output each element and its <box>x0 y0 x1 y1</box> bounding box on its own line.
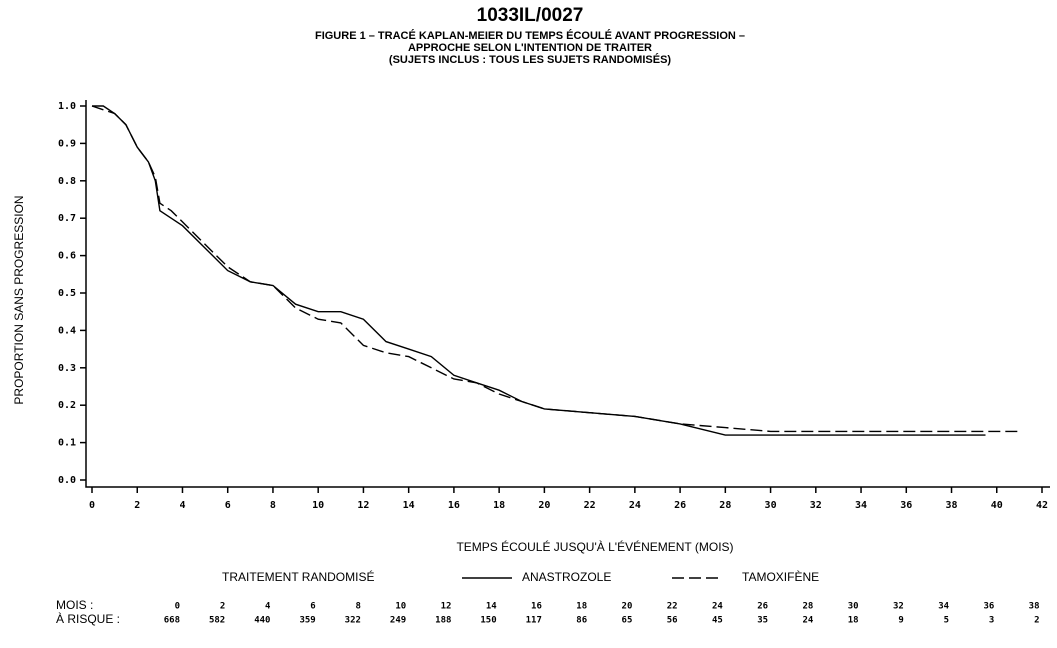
legend-label: TAMOXIFÈNE <box>742 569 819 584</box>
x-tick-label: 10 <box>312 500 324 511</box>
at-risk-month: 38 <box>1029 602 1040 612</box>
at-risk-count: 150 <box>480 616 496 626</box>
x-tick-label: 30 <box>765 500 777 511</box>
at-risk-month: 26 <box>757 602 768 612</box>
at-risk-count: 65 <box>622 616 633 626</box>
x-tick-label: 26 <box>674 500 686 511</box>
x-tick-label: 36 <box>900 500 912 511</box>
at-risk-month: 30 <box>848 602 859 612</box>
at-risk-label: MOIS : <box>56 598 93 612</box>
at-risk-month: 32 <box>893 602 904 612</box>
x-tick-label: 38 <box>946 500 958 511</box>
at-risk-month: 22 <box>667 602 678 612</box>
chart-subtitle: APPROCHE SELON L'INTENTION DE TRAITER <box>408 42 652 54</box>
at-risk-count: 18 <box>848 616 859 626</box>
at-risk-label: À RISQUE : <box>56 611 120 626</box>
y-tick-label: 0.0 <box>58 475 76 486</box>
x-tick-label: 14 <box>403 500 415 511</box>
at-risk-count: 45 <box>712 616 723 626</box>
y-tick-label: 0.8 <box>58 176 76 187</box>
y-tick-label: 0.2 <box>58 400 76 411</box>
at-risk-count: 86 <box>576 616 587 626</box>
at-risk-count: 3 <box>989 616 994 626</box>
at-risk-month: 24 <box>712 602 723 612</box>
at-risk-month: 12 <box>441 602 452 612</box>
y-tick-label: 0.3 <box>58 363 76 374</box>
x-tick-label: 24 <box>629 500 641 511</box>
x-tick-label: 34 <box>855 500 867 511</box>
x-tick-label: 42 <box>1036 500 1048 511</box>
at-risk-count: 582 <box>209 616 225 626</box>
at-risk-count: 2 <box>1034 616 1039 626</box>
at-risk-month: 20 <box>622 602 633 612</box>
chart-subtitle: (SUJETS INCLUS : TOUS LES SUJETS RANDOMI… <box>389 53 672 66</box>
x-tick-label: 4 <box>179 500 185 511</box>
y-tick-label: 0.9 <box>58 138 76 149</box>
x-axis-label: TEMPS ÉCOULÉ JUSQU'À L'ÉVÉNEMENT (MOIS) <box>456 539 733 554</box>
at-risk-count: 9 <box>898 616 903 626</box>
x-tick-label: 16 <box>448 500 460 511</box>
x-tick-label: 32 <box>810 500 822 511</box>
at-risk-count: 117 <box>526 616 542 626</box>
at-risk-month: 6 <box>310 602 315 612</box>
at-risk-month: 4 <box>265 602 271 612</box>
x-tick-label: 40 <box>991 500 1003 511</box>
x-tick-label: 8 <box>270 500 276 511</box>
y-tick-label: 0.6 <box>58 251 76 262</box>
y-tick-label: 1.0 <box>58 101 76 112</box>
at-risk-count: 5 <box>944 616 949 626</box>
legend-title: TRAITEMENT RANDOMISÉ <box>222 569 374 584</box>
x-tick-label: 6 <box>225 500 231 511</box>
at-risk-month: 18 <box>576 602 587 612</box>
chart-title: 1033IL/0027 <box>477 5 584 26</box>
x-tick-label: 22 <box>584 500 596 511</box>
at-risk-count: 24 <box>802 616 813 626</box>
at-risk-month: 10 <box>395 602 406 612</box>
at-risk-count: 188 <box>435 616 451 626</box>
at-risk-count: 668 <box>164 616 180 626</box>
at-risk-count: 35 <box>757 616 768 626</box>
at-risk-month: 0 <box>175 602 180 612</box>
at-risk-month: 8 <box>356 602 361 612</box>
y-tick-label: 0.5 <box>58 288 76 299</box>
at-risk-count: 249 <box>390 616 406 626</box>
x-tick-label: 0 <box>89 500 95 511</box>
at-risk-month: 16 <box>531 602 542 612</box>
x-tick-label: 18 <box>493 500 505 511</box>
at-risk-count: 56 <box>667 616 678 626</box>
at-risk-month: 28 <box>802 602 813 612</box>
x-tick-label: 2 <box>134 500 140 511</box>
at-risk-month: 2 <box>220 602 225 612</box>
at-risk-month: 14 <box>486 602 497 612</box>
x-tick-label: 12 <box>357 500 369 511</box>
at-risk-count: 440 <box>254 616 270 626</box>
at-risk-month: 36 <box>983 602 994 612</box>
at-risk-count: 322 <box>345 616 361 626</box>
x-tick-label: 20 <box>538 500 550 511</box>
km-curve <box>92 105 986 436</box>
km-curve <box>91 105 1020 433</box>
x-tick-label: 28 <box>719 500 731 511</box>
axis-frame <box>85 100 1050 488</box>
legend-label: ANASTROZOLE <box>522 570 611 584</box>
y-axis-label: PROPORTION SANS PROGRESSION <box>12 195 26 404</box>
at-risk-month: 34 <box>938 602 949 612</box>
at-risk-count: 359 <box>299 616 315 626</box>
y-tick-label: 0.1 <box>58 438 76 449</box>
y-tick-label: 0.4 <box>58 325 76 336</box>
y-tick-label: 0.7 <box>58 213 76 224</box>
chart-subtitle: FIGURE 1 – TRACÉ KAPLAN-MEIER DU TEMPS É… <box>315 29 745 42</box>
